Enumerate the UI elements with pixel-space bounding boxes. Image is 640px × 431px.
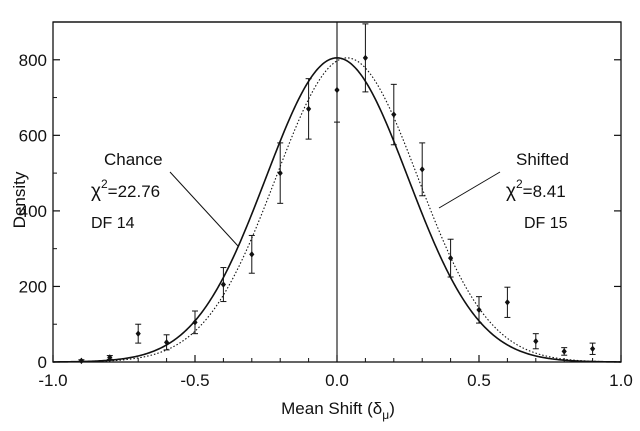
data-point (220, 281, 226, 288)
tick-labels: -1.0 -0.5 0.0 0.5 1.0 0 200 400 600 800 (19, 51, 633, 390)
y-tick-label: 600 (19, 126, 47, 145)
data-point (334, 86, 340, 94)
y-tick-label: 800 (19, 51, 47, 70)
chance-chi-square: χ2=22.76 (91, 177, 160, 202)
chance-df: DF 14 (91, 215, 135, 232)
data-point (164, 339, 170, 346)
data-point (249, 251, 255, 258)
data-point (362, 54, 368, 62)
data-point (192, 319, 198, 326)
shifted-label: Shifted (516, 150, 569, 169)
data-points (78, 23, 596, 365)
x-tick-label: 0.5 (467, 371, 491, 390)
chance-label: Chance (104, 150, 163, 169)
shifted-chi-square: χ2=8.41 (506, 177, 566, 202)
y-axis-title: Density (10, 171, 29, 228)
y-tick-label: 200 (19, 277, 47, 296)
data-point (277, 169, 283, 177)
data-point (533, 338, 539, 345)
data-point (504, 299, 510, 306)
shifted-curve (53, 57, 622, 363)
x-tick-label: 0.0 (325, 371, 349, 390)
chance-leader-line (169, 171, 239, 247)
data-point (590, 345, 596, 352)
data-point (419, 166, 425, 173)
data-point (78, 357, 84, 365)
shifted-df: DF 15 (524, 215, 568, 232)
shifted-leader-line (438, 171, 501, 209)
data-point (448, 254, 454, 262)
data-point (107, 354, 113, 361)
data-point (476, 306, 482, 314)
y-tick-label: 400 (19, 202, 47, 221)
x-tick-label: -0.5 (180, 371, 209, 390)
x-axis-title: Mean Shift (δμ) (281, 399, 395, 422)
data-point (306, 105, 312, 113)
data-point (561, 348, 567, 355)
x-tick-label: -1.0 (38, 371, 67, 390)
data-point (135, 330, 141, 337)
x-tick-label: 1.0 (609, 371, 633, 390)
data-point (391, 111, 397, 118)
y-tick-label: 0 (38, 353, 47, 372)
